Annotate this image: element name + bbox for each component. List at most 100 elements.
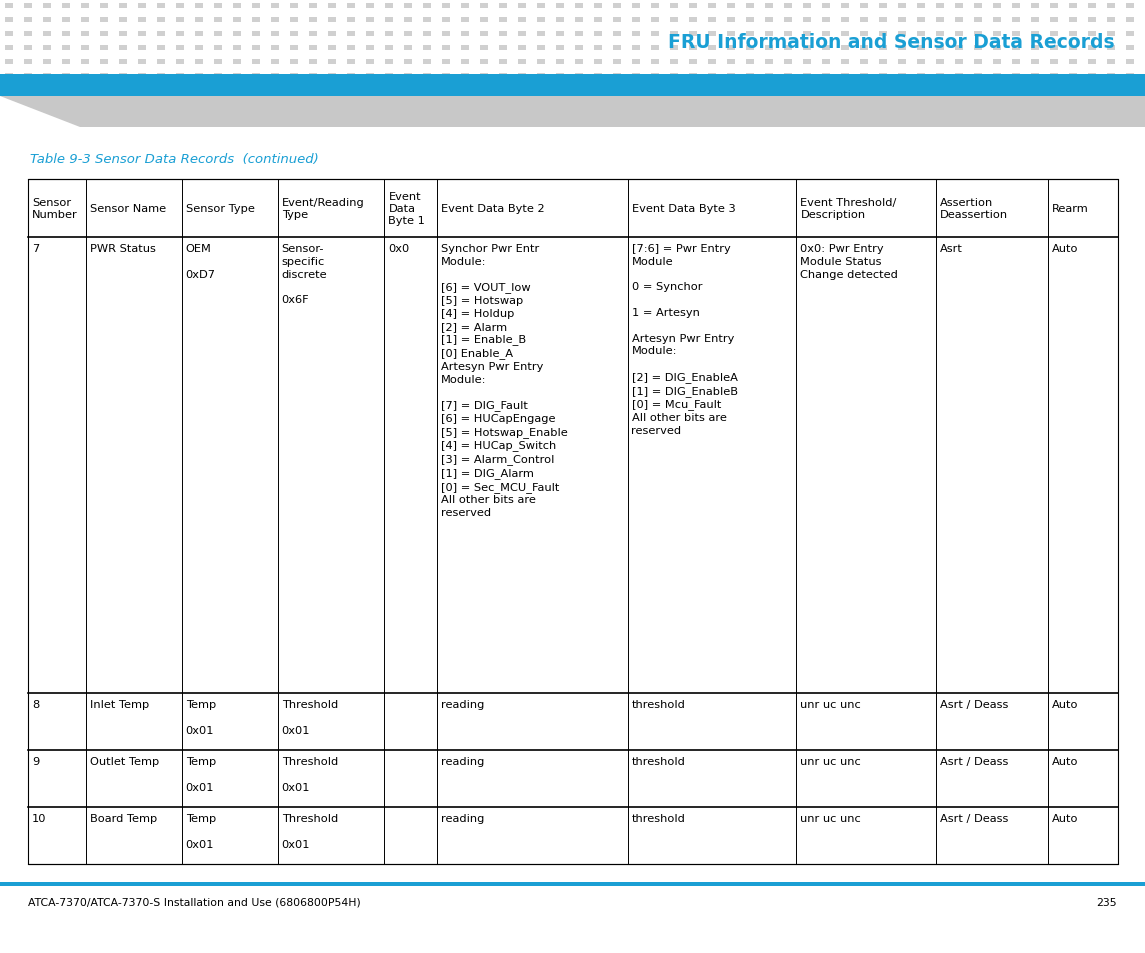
Bar [119, 74, 127, 79]
Bar [727, 18, 735, 23]
Bar [81, 4, 89, 9]
Bar [537, 4, 545, 9]
Bar [461, 74, 469, 79]
Bar [309, 32, 317, 37]
Bar [404, 60, 412, 65]
Text: 0x0: 0x0 [388, 244, 410, 253]
Text: unr uc unc: unr uc unc [800, 813, 861, 823]
Bar [119, 88, 127, 92]
Bar [955, 46, 963, 51]
Bar [232, 18, 240, 23]
Bar [518, 4, 526, 9]
Bar [727, 74, 735, 79]
Text: unr uc unc: unr uc unc [800, 757, 861, 766]
Bar [632, 32, 640, 37]
Bar [822, 18, 830, 23]
Bar [993, 18, 1001, 23]
Text: Asrt / Deass: Asrt / Deass [940, 700, 1009, 709]
Bar [632, 18, 640, 23]
Bar [81, 46, 89, 51]
Bar [347, 60, 355, 65]
Text: Auto: Auto [1052, 813, 1079, 823]
Bar [708, 60, 716, 65]
Bar [556, 18, 564, 23]
Bar [232, 32, 240, 37]
Text: Threshold

0x01: Threshold 0x01 [282, 700, 338, 735]
Bar [822, 88, 830, 92]
Bar [974, 46, 982, 51]
Bar [385, 18, 393, 23]
Bar [195, 4, 203, 9]
Bar [1126, 4, 1134, 9]
Bar [195, 18, 203, 23]
Text: Sensor Name: Sensor Name [89, 204, 166, 213]
Bar [1126, 88, 1134, 92]
Bar [157, 46, 165, 51]
Bar [347, 74, 355, 79]
Bar [5, 88, 13, 92]
Bar [119, 18, 127, 23]
Bar [499, 74, 507, 79]
Bar [309, 60, 317, 65]
Bar [879, 74, 887, 79]
Text: reading: reading [441, 757, 484, 766]
Bar [1012, 18, 1020, 23]
Bar [5, 74, 13, 79]
Bar [157, 32, 165, 37]
Bar [556, 74, 564, 79]
Bar [765, 46, 773, 51]
Bar [271, 74, 279, 79]
Bar [1050, 46, 1058, 51]
Bar [652, 4, 660, 9]
Bar [594, 4, 602, 9]
Text: Event Threshold/
Description: Event Threshold/ Description [800, 197, 897, 220]
Bar [24, 88, 32, 92]
Bar [993, 88, 1001, 92]
Bar [747, 88, 755, 92]
Bar [556, 4, 564, 9]
Bar [955, 60, 963, 65]
Bar [955, 32, 963, 37]
Bar [461, 32, 469, 37]
Text: Sensor
Number: Sensor Number [32, 197, 78, 220]
Bar [442, 32, 450, 37]
Bar [708, 4, 716, 9]
Bar [366, 74, 374, 79]
Bar [784, 60, 792, 65]
Bar [974, 32, 982, 37]
Bar [898, 32, 906, 37]
Bar [5, 60, 13, 65]
Bar [575, 4, 583, 9]
Text: Auto: Auto [1052, 244, 1079, 253]
Bar [1050, 4, 1058, 9]
Bar [271, 18, 279, 23]
Bar [1012, 4, 1020, 9]
Bar [366, 88, 374, 92]
Bar [44, 32, 52, 37]
Bar [1069, 46, 1077, 51]
Bar [1069, 88, 1077, 92]
Bar [461, 46, 469, 51]
Bar [81, 18, 89, 23]
Bar [670, 74, 678, 79]
Bar [442, 74, 450, 79]
Bar [822, 60, 830, 65]
Bar [556, 60, 564, 65]
Bar [404, 32, 412, 37]
Bar [385, 88, 393, 92]
Bar [1050, 32, 1058, 37]
Bar [955, 4, 963, 9]
Bar [765, 18, 773, 23]
Text: threshold: threshold [632, 757, 686, 766]
Bar [803, 32, 811, 37]
Bar [765, 74, 773, 79]
Bar [955, 88, 963, 92]
Bar [252, 60, 260, 65]
Text: Asrt / Deass: Asrt / Deass [940, 757, 1009, 766]
Bar [176, 46, 184, 51]
Bar [689, 18, 697, 23]
Text: 10: 10 [32, 813, 47, 823]
Bar [974, 88, 982, 92]
Text: FRU Information and Sensor Data Records: FRU Information and Sensor Data Records [669, 32, 1115, 51]
Bar [1069, 60, 1077, 65]
